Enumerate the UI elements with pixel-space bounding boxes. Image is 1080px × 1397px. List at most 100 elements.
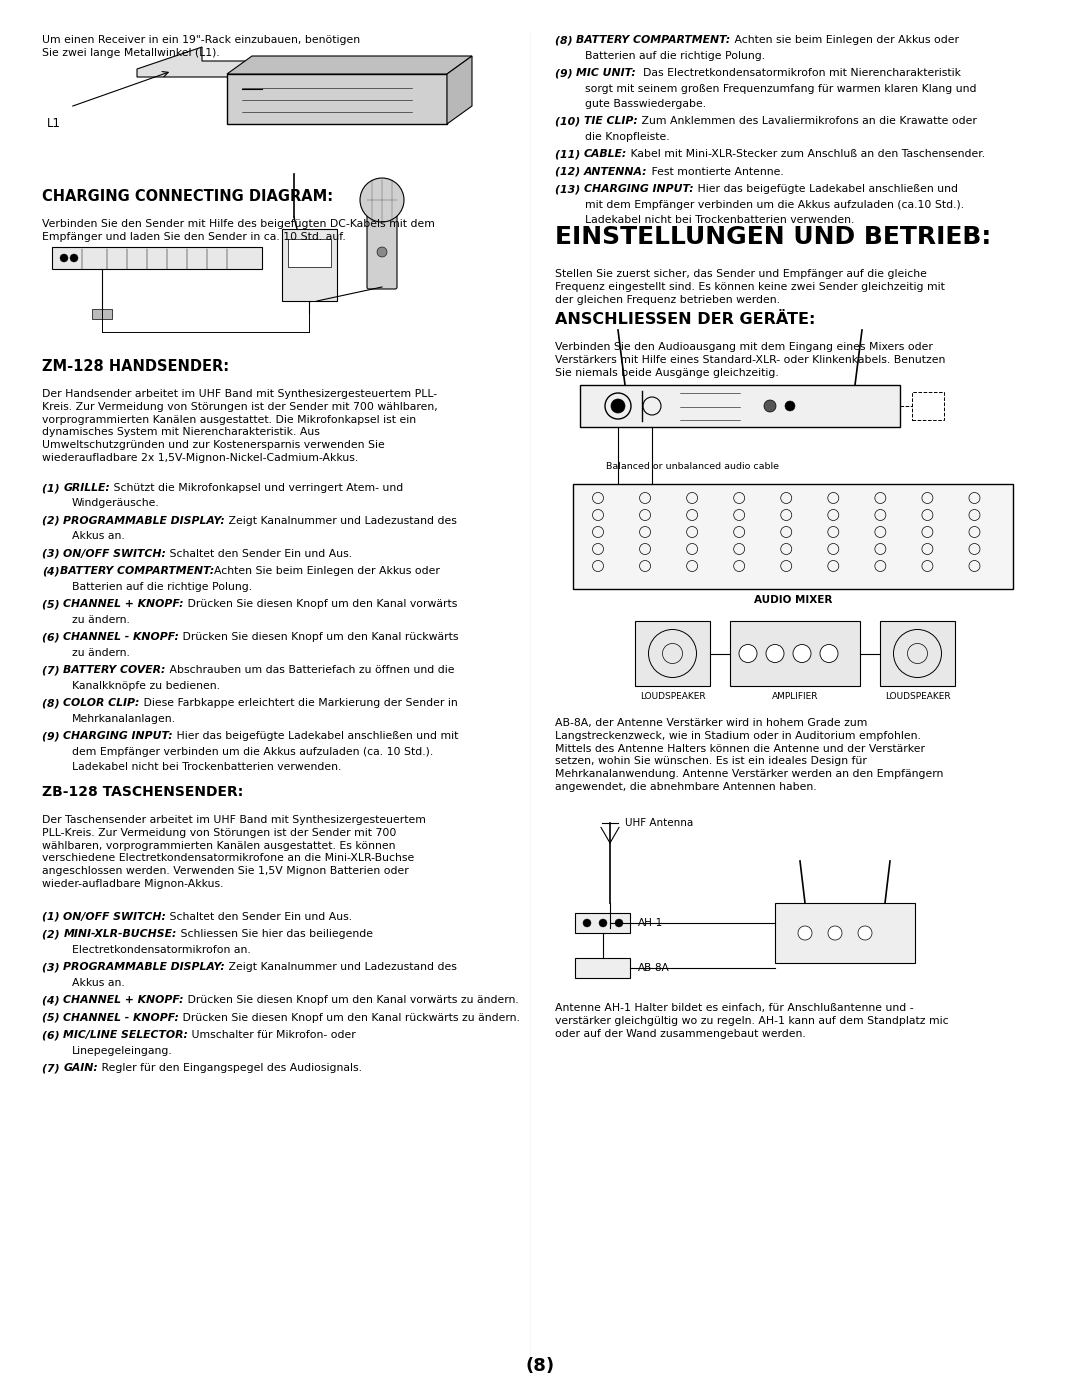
Text: Verbinden Sie den Audioausgang mit dem Eingang eines Mixers oder
Verstärkers mit: Verbinden Sie den Audioausgang mit dem E… — [555, 342, 945, 377]
Text: AUDIO MIXER: AUDIO MIXER — [754, 595, 833, 605]
Text: Schaltet den Sender Ein und Aus.: Schaltet den Sender Ein und Aus. — [166, 549, 352, 559]
Text: CHARGING CONNECTING DIAGRAM:: CHARGING CONNECTING DIAGRAM: — [42, 189, 333, 204]
FancyBboxPatch shape — [730, 622, 860, 686]
Text: Mehrkanalanlagen.: Mehrkanalanlagen. — [72, 714, 176, 724]
Text: BATTERY COMPARTMENT:: BATTERY COMPARTMENT: — [59, 567, 214, 577]
Circle shape — [583, 919, 591, 928]
Text: CHARGING INPUT:: CHARGING INPUT: — [64, 732, 173, 742]
Text: Electretkondensatormikrofon an.: Electretkondensatormikrofon an. — [72, 944, 251, 956]
Circle shape — [798, 926, 812, 940]
Circle shape — [820, 644, 838, 662]
Circle shape — [70, 254, 78, 263]
Text: gute Basswiedergabe.: gute Basswiedergabe. — [585, 99, 706, 109]
Text: Schliessen Sie hier das beiliegende: Schliessen Sie hier das beiliegende — [177, 929, 373, 940]
Text: (4): (4) — [42, 996, 64, 1006]
Text: (7): (7) — [42, 1063, 64, 1073]
Text: GAIN:: GAIN: — [64, 1063, 98, 1073]
Text: Zeigt Kanalnummer und Ladezustand des: Zeigt Kanalnummer und Ladezustand des — [225, 963, 457, 972]
FancyBboxPatch shape — [580, 386, 900, 427]
Text: Ladekabel nicht bei Trockenbatterien verwenden.: Ladekabel nicht bei Trockenbatterien ver… — [72, 763, 341, 773]
Text: PROGRAMMABLE DISPLAY:: PROGRAMMABLE DISPLAY: — [64, 963, 225, 972]
Circle shape — [377, 247, 387, 257]
Text: (10): (10) — [555, 116, 584, 127]
Text: die Knopfleiste.: die Knopfleiste. — [585, 131, 670, 142]
FancyBboxPatch shape — [573, 483, 1013, 590]
Text: AB-8A, der Antenne Verstärker wird in hohem Grade zum
Langstreckenzweck, wie in : AB-8A, der Antenne Verstärker wird in ho… — [555, 718, 943, 792]
Text: Zum Anklemmen des Lavaliermikrofons an die Krawatte oder: Zum Anklemmen des Lavaliermikrofons an d… — [638, 116, 976, 127]
Circle shape — [858, 926, 872, 940]
Text: MIC UNIT:: MIC UNIT: — [577, 68, 636, 78]
Text: Hier das beigefügte Ladekabel anschließen und mit: Hier das beigefügte Ladekabel anschließe… — [173, 732, 458, 742]
Text: Kabel mit Mini-XLR-Stecker zum Anschluß an den Taschensender.: Kabel mit Mini-XLR-Stecker zum Anschluß … — [627, 149, 985, 159]
Text: (5): (5) — [42, 1013, 64, 1023]
Text: (5): (5) — [42, 599, 64, 609]
FancyBboxPatch shape — [880, 622, 955, 686]
Polygon shape — [447, 56, 472, 124]
Text: dem Empfänger verbinden um die Akkus aufzuladen (ca. 10 Std.).: dem Empfänger verbinden um die Akkus auf… — [72, 747, 433, 757]
Text: GRILLE:: GRILLE: — [64, 483, 110, 493]
Text: Verbinden Sie den Sender mit Hilfe des beigefügten DC-Kabels mit dem
Empfänger u: Verbinden Sie den Sender mit Hilfe des b… — [42, 219, 435, 242]
Text: zu ändern.: zu ändern. — [72, 648, 130, 658]
Text: CHANNEL - KNOPF:: CHANNEL - KNOPF: — [64, 1013, 179, 1023]
Polygon shape — [137, 47, 252, 77]
Text: zu ändern.: zu ändern. — [72, 615, 130, 624]
FancyBboxPatch shape — [575, 914, 630, 933]
Text: Balanced or unbalanced audio cable: Balanced or unbalanced audio cable — [606, 462, 779, 471]
Text: Das Electretkondensatormikrofon mit Nierencharakteristik: Das Electretkondensatormikrofon mit Nier… — [636, 68, 961, 78]
Text: Schützt die Mikrofonkapsel und verringert Atem- und: Schützt die Mikrofonkapsel und verringer… — [110, 483, 403, 493]
Text: Hier das beigefügte Ladekabel anschließen und: Hier das beigefügte Ladekabel anschließe… — [693, 184, 958, 194]
Text: AH-1: AH-1 — [638, 918, 663, 928]
Text: BATTERY COMPARTMENT:: BATTERY COMPARTMENT: — [577, 35, 731, 45]
Circle shape — [766, 644, 784, 662]
Text: LOUDSPEAKER: LOUDSPEAKER — [639, 692, 705, 701]
Circle shape — [828, 926, 842, 940]
Text: TIE CLIP:: TIE CLIP: — [584, 116, 638, 127]
Text: Batterien auf die richtige Polung.: Batterien auf die richtige Polung. — [585, 50, 765, 60]
Text: Windgeräusche.: Windgeräusche. — [72, 499, 160, 509]
Text: CABLE:: CABLE: — [584, 149, 627, 159]
Text: ON/OFF SWITCH:: ON/OFF SWITCH: — [64, 912, 166, 922]
Text: AB-8A: AB-8A — [638, 963, 670, 972]
Circle shape — [739, 644, 757, 662]
Text: Linepegeleingang.: Linepegeleingang. — [72, 1046, 173, 1056]
Text: Abschrauben um das Batteriefach zu öffnen und die: Abschrauben um das Batteriefach zu öffne… — [165, 665, 455, 676]
Text: (7): (7) — [42, 665, 64, 676]
Text: Der Taschensender arbeitet im UHF Band mit Synthesizergesteuertem
PLL-Kreis. Zur: Der Taschensender arbeitet im UHF Band m… — [42, 814, 426, 888]
Text: UHF Antenna: UHF Antenna — [625, 819, 693, 828]
Text: ON/OFF SWITCH:: ON/OFF SWITCH: — [64, 549, 166, 559]
Text: (1): (1) — [42, 912, 64, 922]
Text: Batterien auf die richtige Polung.: Batterien auf die richtige Polung. — [72, 583, 252, 592]
Text: Kanalkknöpfe zu bedienen.: Kanalkknöpfe zu bedienen. — [72, 680, 220, 692]
Circle shape — [764, 400, 777, 412]
Circle shape — [611, 400, 625, 414]
FancyBboxPatch shape — [288, 239, 330, 267]
Circle shape — [599, 919, 607, 928]
Text: Fest montierte Antenne.: Fest montierte Antenne. — [648, 168, 783, 177]
Text: Akkus an.: Akkus an. — [72, 531, 125, 542]
Text: (9): (9) — [42, 732, 64, 742]
FancyBboxPatch shape — [227, 74, 447, 124]
Text: (8): (8) — [42, 698, 64, 708]
Circle shape — [785, 401, 795, 411]
Text: Antenne AH-1 Halter bildet es einfach, für Anschlußantenne und -
verstärker glei: Antenne AH-1 Halter bildet es einfach, f… — [555, 1003, 948, 1038]
FancyBboxPatch shape — [282, 229, 337, 300]
Text: AMPLIFIER: AMPLIFIER — [772, 692, 819, 701]
Text: (11): (11) — [555, 149, 584, 159]
Text: CHARGING INPUT:: CHARGING INPUT: — [584, 184, 693, 194]
Text: Drücken Sie diesen Knopf um den Kanal rückwärts zu ändern.: Drücken Sie diesen Knopf um den Kanal rü… — [179, 1013, 521, 1023]
FancyBboxPatch shape — [635, 622, 710, 686]
Text: LOUDSPEAKER: LOUDSPEAKER — [885, 692, 950, 701]
Text: (12): (12) — [555, 168, 584, 177]
Text: Regler für den Eingangspegel des Audiosignals.: Regler für den Eingangspegel des Audiosi… — [98, 1063, 362, 1073]
Circle shape — [615, 919, 623, 928]
Text: sorgt mit seinem großen Frequenzumfang für warmen klaren Klang und: sorgt mit seinem großen Frequenzumfang f… — [585, 84, 976, 94]
Text: Achten sie beim Einlegen der Akkus oder: Achten sie beim Einlegen der Akkus oder — [731, 35, 959, 45]
Text: Drücken Sie diesen Knopf um den Kanal vorwärts: Drücken Sie diesen Knopf um den Kanal vo… — [184, 599, 457, 609]
Text: Umschalter für Mikrofon- oder: Umschalter für Mikrofon- oder — [188, 1031, 356, 1041]
Text: ANTENNA:: ANTENNA: — [584, 168, 648, 177]
FancyBboxPatch shape — [92, 309, 112, 319]
Text: (8): (8) — [526, 1356, 554, 1375]
Text: PROGRAMMABLE DISPLAY:: PROGRAMMABLE DISPLAY: — [64, 515, 225, 527]
Text: Ladekabel nicht bei Trockenbatterien verwenden.: Ladekabel nicht bei Trockenbatterien ver… — [585, 215, 854, 225]
Text: (13): (13) — [555, 184, 584, 194]
